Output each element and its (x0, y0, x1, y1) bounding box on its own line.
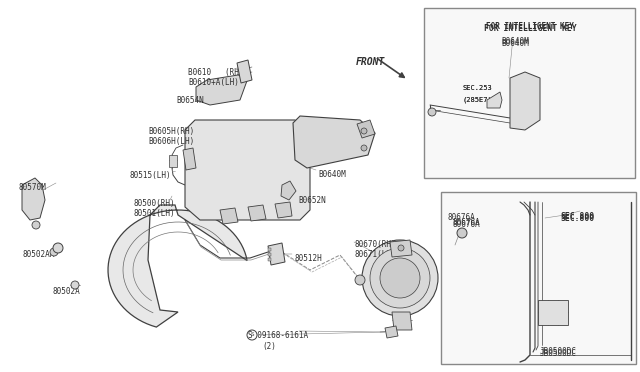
Polygon shape (237, 60, 252, 83)
Text: SEC.253: SEC.253 (463, 85, 493, 91)
Text: SEC.800: SEC.800 (561, 212, 595, 221)
Bar (424, 8, 635, 178)
Bar (268, 248, 271, 251)
Polygon shape (183, 148, 196, 170)
Text: B0606H(LH): B0606H(LH) (148, 137, 195, 146)
Circle shape (361, 128, 367, 134)
Polygon shape (22, 178, 45, 220)
Circle shape (457, 228, 467, 238)
Circle shape (71, 281, 79, 289)
Text: (285E7): (285E7) (463, 96, 493, 103)
Text: SEC.800: SEC.800 (561, 214, 595, 223)
Polygon shape (108, 205, 247, 327)
Polygon shape (392, 312, 412, 330)
Circle shape (380, 258, 420, 298)
Text: 80502A: 80502A (52, 287, 80, 296)
Text: 80512H: 80512H (295, 254, 323, 263)
Text: 80670(RH): 80670(RH) (355, 240, 397, 249)
Circle shape (398, 245, 404, 251)
Polygon shape (268, 243, 285, 265)
Polygon shape (385, 326, 398, 338)
Text: JB0500DC: JB0500DC (540, 347, 577, 356)
Text: B0605H(RH): B0605H(RH) (148, 127, 195, 136)
Text: S: S (250, 333, 253, 337)
Text: B0640M: B0640M (318, 170, 346, 179)
Circle shape (362, 240, 438, 316)
Circle shape (32, 221, 40, 229)
Text: FOR INTELLIGENT KEY: FOR INTELLIGENT KEY (484, 24, 576, 33)
Text: (285E7): (285E7) (463, 96, 493, 103)
Text: JB0500DC: JB0500DC (540, 349, 577, 358)
Circle shape (355, 275, 365, 285)
Polygon shape (357, 120, 375, 138)
Polygon shape (248, 205, 266, 221)
Bar (538, 300, 568, 325)
Circle shape (428, 108, 436, 116)
Text: (2): (2) (262, 342, 276, 351)
Text: 80501(LH): 80501(LH) (133, 209, 175, 218)
Text: B0610+A(LH): B0610+A(LH) (188, 78, 239, 87)
Text: B0610   (RH): B0610 (RH) (188, 68, 243, 77)
Polygon shape (390, 240, 412, 257)
Text: 80676A: 80676A (453, 218, 481, 227)
Text: SEC.253: SEC.253 (463, 85, 493, 91)
Polygon shape (185, 120, 310, 220)
Polygon shape (220, 208, 238, 224)
Bar (441, 192, 636, 364)
Text: B0640M: B0640M (501, 37, 529, 46)
Text: 80502AA: 80502AA (22, 250, 54, 259)
Text: FOR INTELLIGENT KEY: FOR INTELLIGENT KEY (486, 22, 574, 31)
Polygon shape (275, 202, 292, 218)
Polygon shape (196, 75, 248, 105)
Bar (268, 258, 271, 261)
Text: 80570M: 80570M (18, 183, 45, 192)
Bar (169, 155, 177, 167)
Circle shape (53, 243, 63, 253)
Text: B0652N: B0652N (298, 196, 326, 205)
Text: FRONT: FRONT (356, 57, 385, 67)
Text: S 09168-6161A: S 09168-6161A (248, 331, 308, 340)
Circle shape (50, 248, 58, 256)
Text: 80500(RH): 80500(RH) (133, 199, 175, 208)
Polygon shape (293, 116, 375, 168)
Bar (268, 253, 271, 256)
Polygon shape (487, 92, 502, 108)
Text: B0640M: B0640M (501, 39, 529, 48)
Text: 80671(LH): 80671(LH) (355, 250, 397, 259)
Text: 80676A: 80676A (453, 220, 481, 229)
Text: 80676A: 80676A (448, 213, 476, 222)
Polygon shape (510, 72, 540, 130)
Text: 80515(LH): 80515(LH) (130, 171, 172, 180)
Circle shape (370, 248, 430, 308)
Text: B0654N: B0654N (176, 96, 204, 105)
Circle shape (361, 145, 367, 151)
Polygon shape (281, 181, 296, 200)
